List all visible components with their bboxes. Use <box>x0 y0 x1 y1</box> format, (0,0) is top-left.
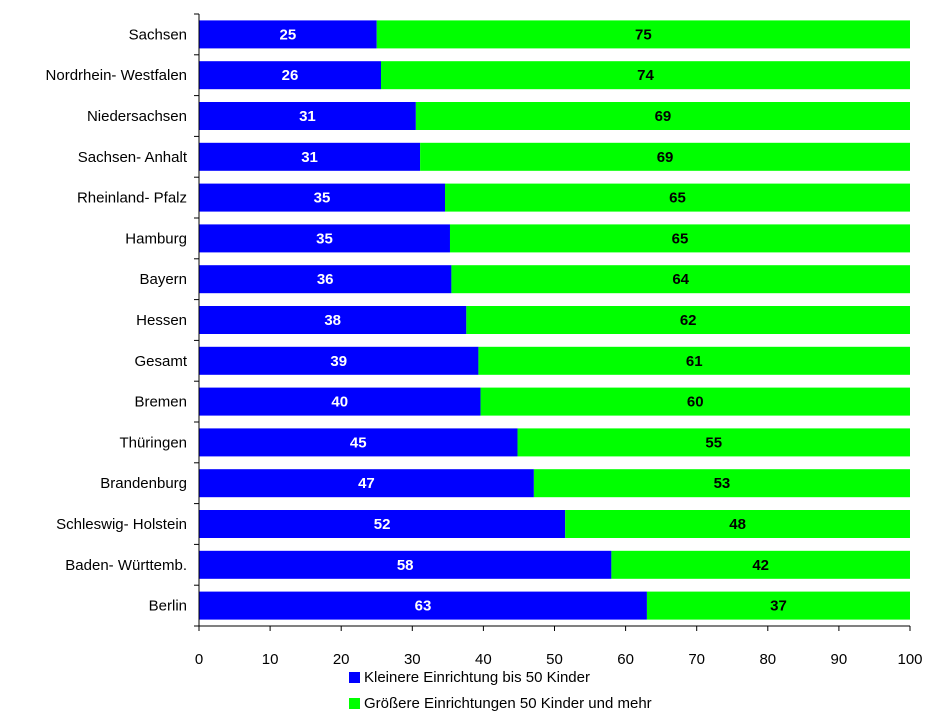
x-tick-label: 80 <box>759 651 776 668</box>
bar-large <box>415 102 910 130</box>
data-label-small: 58 <box>397 557 414 574</box>
bar-small <box>199 224 450 253</box>
bar-large <box>451 265 910 294</box>
bar-small <box>199 265 452 294</box>
bar-large <box>565 510 910 538</box>
bar-small <box>199 591 647 620</box>
x-tick-label: 30 <box>404 651 421 668</box>
data-label-large: 48 <box>729 516 746 533</box>
category-label: Nordrhein- Westfalen <box>46 67 187 84</box>
x-tick-label: 50 <box>546 651 563 668</box>
data-label-large: 53 <box>714 475 731 492</box>
data-label-small: 63 <box>415 598 432 615</box>
data-label-small: 40 <box>331 394 348 411</box>
bar-small <box>199 102 416 130</box>
x-tick-label: 40 <box>475 651 492 668</box>
data-label-large: 37 <box>770 598 787 615</box>
category-label: Bayern <box>139 271 187 288</box>
bar-large <box>478 346 910 375</box>
category-label: Brandenburg <box>100 475 187 492</box>
data-label-large: 69 <box>655 108 672 125</box>
bar-large <box>480 387 910 416</box>
data-label-small: 31 <box>299 108 316 125</box>
data-label-small: 26 <box>282 67 299 84</box>
bar-small <box>199 346 479 375</box>
category-label: Baden- Württemb. <box>65 557 187 574</box>
bar-large <box>449 224 910 253</box>
axes: 0 10 20 30 40 50 60 70 80 90 100 <box>194 13 923 668</box>
data-label-small: 35 <box>314 190 331 207</box>
data-label-small: 52 <box>374 516 391 533</box>
bar-large <box>533 469 910 498</box>
category-label: Hamburg <box>125 230 187 247</box>
category-label: Schleswig- Holstein <box>56 516 187 533</box>
bar-small <box>199 20 377 49</box>
data-label-small: 47 <box>358 475 375 492</box>
data-label-large: 42 <box>752 557 769 574</box>
category-label: Berlin <box>149 598 187 615</box>
data-label-large: 74 <box>637 67 654 84</box>
bar-large <box>611 550 910 579</box>
bar-large <box>381 61 910 90</box>
category-label: Hessen <box>136 312 187 329</box>
bar-small <box>199 428 518 457</box>
bar-small <box>199 183 446 212</box>
data-label-small: 38 <box>324 312 341 329</box>
x-tick-label: 20 <box>333 651 350 668</box>
bar-small <box>199 306 467 334</box>
category-label: Gesamt <box>134 353 187 370</box>
legend-swatch <box>349 698 360 709</box>
category-labels: Sachsen Nordrhein- Westfalen Niedersachsen… <box>46 26 188 614</box>
x-tick-label: 60 <box>617 651 634 668</box>
legend-label: Größere Einrichtungen 50 Kinder und mehr <box>364 695 652 712</box>
bar-large <box>646 591 910 620</box>
legend-swatch <box>349 672 360 683</box>
category-label: Rheinland- Pfalz <box>77 190 187 207</box>
bar-large <box>517 428 910 457</box>
data-label-large: 62 <box>680 312 697 329</box>
x-tick-label: 10 <box>262 651 279 668</box>
bar-large <box>466 306 910 334</box>
bar-small <box>199 550 612 579</box>
data-label-small: 31 <box>301 149 318 166</box>
bar-small <box>199 387 481 416</box>
data-label-small: 45 <box>350 434 367 451</box>
bar-large <box>420 142 910 171</box>
category-label: Thüringen <box>119 434 187 451</box>
bar-small <box>199 61 382 90</box>
bar-small <box>199 469 534 498</box>
data-label-small: 36 <box>317 271 334 288</box>
data-label-large: 75 <box>635 26 652 43</box>
bar-small <box>199 142 421 171</box>
data-label-large: 64 <box>672 271 689 288</box>
bar-small <box>199 510 566 538</box>
data-label-large: 69 <box>657 149 674 166</box>
x-tick-label: 90 <box>831 651 848 668</box>
x-tick-label: 100 <box>897 651 922 668</box>
category-label: Niedersachsen <box>87 108 187 125</box>
legend: Kleinere Einrichtung bis 50 Kinder Größer… <box>349 669 652 712</box>
data-label-large: 65 <box>669 190 686 207</box>
x-tick-label: 70 <box>688 651 705 668</box>
category-label: Sachsen- Anhalt <box>78 149 188 166</box>
bars-layer: 25 75 26 74 31 69 31 69 35 65 35 65 36 64 38 62 39 61 40 60… <box>199 20 910 620</box>
data-label-large: 55 <box>705 434 722 451</box>
bar-large <box>376 20 910 49</box>
category-label: Bremen <box>134 394 187 411</box>
data-label-large: 60 <box>687 394 704 411</box>
data-label-large: 61 <box>686 353 703 370</box>
data-label-small: 25 <box>280 26 297 43</box>
data-label-large: 65 <box>672 230 689 247</box>
data-label-small: 39 <box>330 353 347 370</box>
x-tick-label: 0 <box>195 651 203 668</box>
legend-label: Kleinere Einrichtung bis 50 Kinder <box>364 669 590 686</box>
category-label: Sachsen <box>129 26 187 43</box>
data-label-small: 35 <box>316 230 333 247</box>
bar-large <box>445 183 910 212</box>
